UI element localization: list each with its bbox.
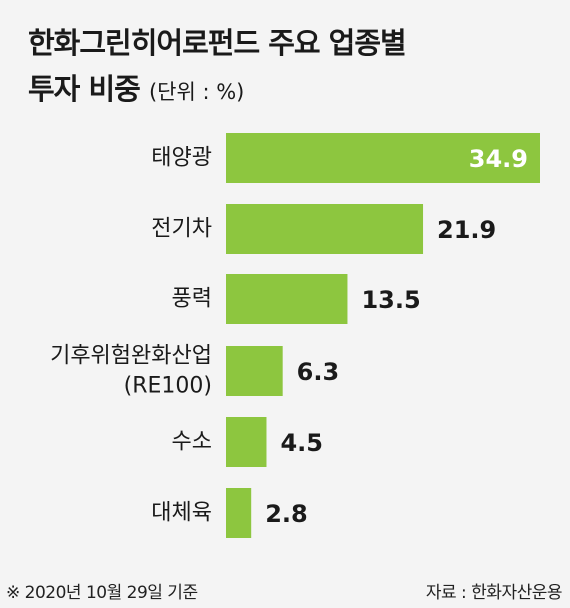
value-label-1: 21.9 xyxy=(437,216,496,244)
category-label-3-1: (RE100) xyxy=(124,374,212,399)
title-line-2: 투자 비중 (단위 : %) xyxy=(28,66,406,115)
value-label-0: 34.9 xyxy=(469,145,528,173)
date-note: ※ 2020년 10월 29일 기준 xyxy=(6,583,198,603)
bar-4 xyxy=(226,417,267,467)
value-label-3: 6.3 xyxy=(297,358,340,386)
bar-3 xyxy=(226,346,283,396)
category-label-5: 대체육 xyxy=(151,501,212,526)
bar-5 xyxy=(226,488,252,538)
value-label-5: 2.8 xyxy=(265,500,308,528)
value-label-4: 4.5 xyxy=(280,429,323,457)
category-label-3-0: 기후위험완화산업 xyxy=(50,344,212,369)
bar-2 xyxy=(226,274,348,324)
title-line-2-text: 투자 비중 xyxy=(28,72,141,106)
source-note: 자료 : 한화자산운용 xyxy=(425,583,563,603)
bar-1 xyxy=(226,204,424,254)
category-label-2: 풍력 xyxy=(172,287,212,312)
bar-0 xyxy=(226,133,540,183)
chart-title: 한화그린히어로펀드 주요 업종별 투자 비중 (단위 : %) xyxy=(28,20,407,115)
title-line-1: 한화그린히어로펀드 주요 업종별 xyxy=(28,26,407,60)
bar-chart: 태양광 34.9 전기차 21.9 풍력 13.5 기후위험완화산업 (RE100) 6.3 수소… xyxy=(50,133,540,538)
value-label-2: 13.5 xyxy=(361,286,420,314)
category-label-4: 수소 xyxy=(172,430,212,455)
category-label-0: 태양광 xyxy=(151,146,212,171)
category-label-1: 전기차 xyxy=(151,217,212,242)
unit-label: (단위 : %) xyxy=(148,80,245,104)
